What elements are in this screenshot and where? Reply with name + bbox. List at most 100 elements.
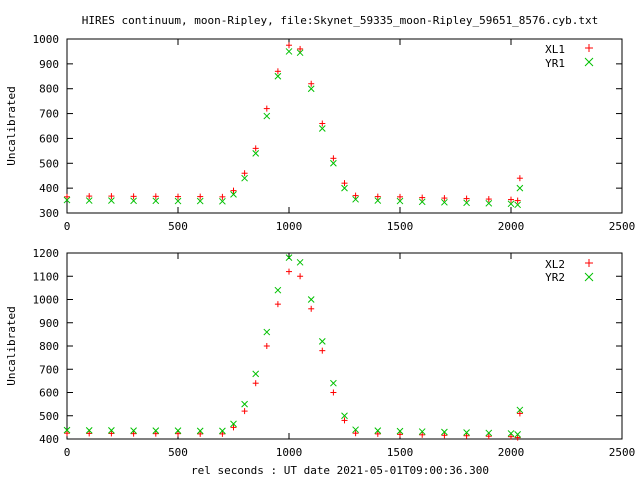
plot-area-2 — [66, 252, 623, 440]
legend-label-yr2: YR2 — [545, 271, 565, 284]
data-point-yr1 — [352, 195, 359, 203]
y-tick-label: 900 — [39, 58, 59, 71]
data-point-xl1 — [241, 170, 248, 177]
data-point-xl2 — [308, 305, 315, 312]
data-point-yr2 — [241, 400, 248, 408]
data-point-yr1 — [274, 72, 282, 80]
data-point-yr1 — [252, 149, 260, 157]
data-point-yr1 — [296, 49, 304, 57]
legend-label-xl2: XL2 — [545, 258, 565, 271]
x-tick-label: 1500 — [387, 446, 414, 459]
legend-label-yr1: YR1 — [545, 57, 565, 70]
data-point-yr1 — [463, 199, 470, 207]
data-point-xl2 — [374, 430, 381, 437]
data-point-yr2 — [374, 427, 382, 434]
x-tick-label: 2000 — [498, 220, 525, 233]
x-tick-label: 500 — [168, 220, 188, 233]
data-point-yr2 — [196, 427, 204, 435]
y-tick-label: 1200 — [33, 247, 60, 260]
y-tick-label: 600 — [39, 387, 59, 400]
legend-marker-xl1 — [585, 44, 593, 52]
data-point-xl2 — [319, 347, 326, 354]
data-point-xl1 — [230, 187, 237, 194]
data-point-xl1 — [175, 193, 181, 200]
y-tick-label: 300 — [39, 207, 59, 220]
data-point-xl2 — [397, 431, 403, 438]
data-point-yr1 — [108, 197, 115, 204]
data-point-yr1 — [374, 197, 382, 204]
data-point-yr2 — [63, 426, 71, 434]
chart-title: HIRES continuum, moon-Ripley, file:Skyne… — [82, 14, 599, 27]
x-tick-label: 2500 — [609, 220, 636, 233]
data-point-yr1 — [196, 197, 204, 205]
data-point-xl1 — [286, 42, 292, 49]
data-point-xl1 — [274, 68, 281, 75]
data-point-yr1 — [418, 198, 426, 206]
data-point-yr1 — [230, 191, 237, 198]
data-point-xl2 — [108, 430, 115, 437]
data-point-xl1 — [514, 197, 521, 204]
y-tick-label: 1100 — [33, 270, 60, 283]
data-point-yr2 — [252, 370, 260, 378]
data-point-xl2 — [508, 433, 514, 440]
data-point-yr2 — [274, 286, 282, 294]
data-point-yr2 — [219, 427, 226, 435]
data-point-yr1 — [241, 174, 248, 182]
y-tick-label: 500 — [39, 410, 59, 423]
data-point-yr2 — [396, 427, 404, 435]
data-point-yr2 — [441, 428, 448, 436]
data-point-yr2 — [318, 337, 326, 345]
data-point-yr2 — [230, 420, 237, 428]
data-point-xl1 — [130, 193, 137, 200]
data-point-xl2 — [419, 431, 426, 438]
data-point-xl1 — [319, 120, 326, 127]
data-point-xl2 — [64, 430, 70, 437]
x-tick-label: 2000 — [498, 446, 525, 459]
data-point-xl1 — [352, 192, 359, 199]
legend-label-xl1: XL1 — [545, 43, 565, 56]
data-point-yr2 — [152, 427, 160, 434]
data-point-yr2 — [85, 427, 93, 434]
data-point-yr2 — [130, 427, 137, 434]
data-point-yr2 — [463, 429, 470, 436]
x-tick-label: 2500 — [609, 446, 636, 459]
x-tick-label: 1500 — [387, 220, 414, 233]
data-point-xl1 — [508, 196, 514, 203]
data-point-xl1 — [516, 175, 523, 182]
data-point-xl1 — [485, 196, 492, 203]
data-point-yr2 — [352, 426, 359, 434]
data-point-xl2 — [152, 430, 159, 437]
data-point-yr1 — [152, 197, 160, 205]
y-tick-label: 400 — [39, 182, 59, 195]
legend-1: XL1 YR1 — [545, 43, 594, 70]
data-point-yr2 — [418, 428, 426, 435]
y-tick-label: 500 — [39, 157, 59, 170]
data-point-xl1 — [463, 195, 470, 202]
data-point-xl1 — [374, 193, 381, 200]
y-axis-label-1: Uncalibrated — [5, 86, 18, 165]
chart-panel-2: Uncalibrated 0 500 1000 1500 2000 2500 400 500 6… — [5, 247, 635, 459]
legend-marker-xl2 — [585, 259, 593, 267]
data-point-yr1 — [263, 112, 271, 120]
data-point-xl1 — [252, 145, 259, 152]
data-point-xl2 — [230, 424, 237, 431]
chart-panel-1: Uncalibrated 0 500 1000 1500 2000 2500 300 400 5… — [5, 33, 635, 233]
y-tick-label: 400 — [39, 433, 59, 446]
data-point-yr1 — [516, 184, 524, 192]
data-point-xl2 — [286, 268, 292, 275]
data-point-xl1 — [152, 193, 159, 200]
data-point-xl2 — [241, 408, 248, 415]
data-point-yr2 — [485, 429, 493, 437]
data-point-xl2 — [485, 433, 492, 440]
data-point-xl1 — [397, 193, 403, 200]
x-axis-label: rel seconds : UT date 2021-05-01T09:00:3… — [191, 464, 489, 477]
data-point-yr1 — [219, 197, 226, 205]
data-point-xl2 — [197, 430, 204, 437]
y-tick-label: 700 — [39, 363, 59, 376]
data-point-xl2 — [263, 343, 270, 349]
data-point-yr2 — [296, 258, 304, 266]
data-point-yr2 — [307, 296, 315, 303]
data-point-yr1 — [396, 197, 404, 205]
data-point-yr2 — [514, 430, 522, 438]
